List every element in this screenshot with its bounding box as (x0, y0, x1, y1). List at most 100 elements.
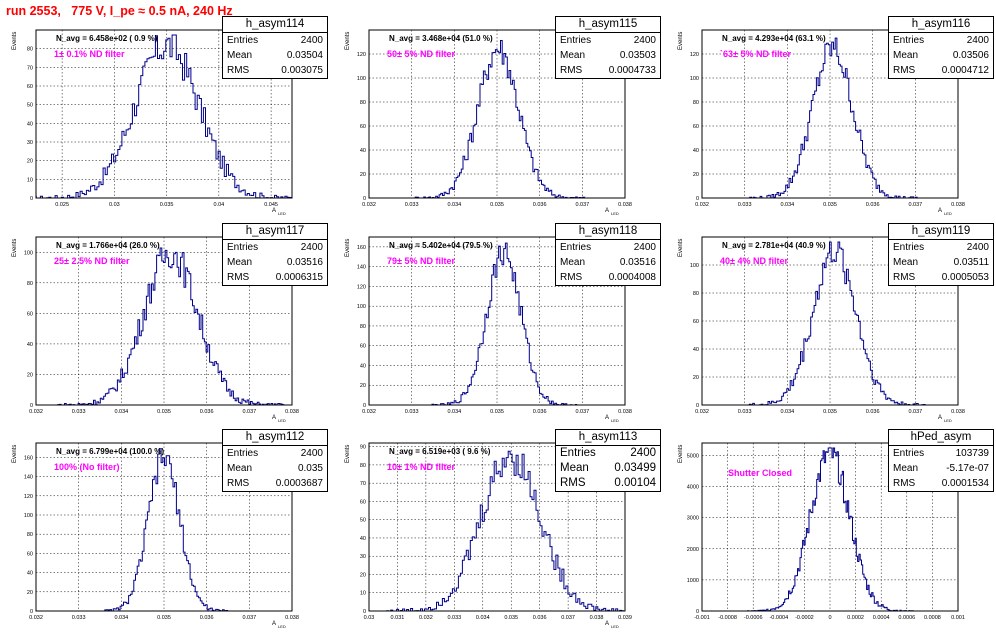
plot-frame (701, 236, 959, 406)
x-tick-label: 0.037 (561, 615, 575, 621)
x-tick-label: 0.001 (951, 615, 965, 621)
y-tick-label: 20 (693, 375, 699, 381)
histogram-pad-h_asym112: 0.032 0.033 0.034 0.035 0.036 0.037 0.038 0 20 40… (0, 428, 330, 633)
x-axis-label-sub: LED (278, 211, 286, 216)
stats-mean: Mean 0.03503 (556, 48, 660, 63)
stats-mean-label: Mean (560, 257, 586, 268)
stats-box: h_asym116 Entries 2400 Mean 0.03506 RMS 0.0004… (888, 16, 994, 79)
y-tick-label: 20 (27, 590, 33, 596)
stats-box: h_asym118 Entries 2400 Mean 0.03516 RMS 0.0004… (555, 223, 661, 286)
filter-label: Shutter Closed (728, 468, 793, 478)
x-tick-label: 0.031 (391, 615, 405, 621)
stats-rms-label: RMS (227, 272, 250, 283)
y-tick-label: 80 (360, 100, 366, 106)
y-tick-label: 5000 (687, 453, 699, 459)
stats-box: h_asym114 Entries 2400 Mean 0.03504 RMS 0.0030… (222, 16, 328, 79)
x-tick-label: 0.034 (447, 409, 461, 415)
x-tick-label: 0.033 (447, 615, 461, 621)
x-tick-label: 0.025 (55, 202, 69, 208)
x-axis-label-sub: LED (944, 418, 952, 423)
stats-box: h_asym119 Entries 2400 Mean 0.03511 RMS 0.0005… (888, 223, 994, 286)
x-axis-label-sub: LED (611, 418, 619, 423)
x-tick-label: 0.033 (405, 202, 419, 208)
stats-rms: RMS 0.0001534 (889, 476, 993, 491)
x-tick-label: 0.032 (362, 202, 376, 208)
x-tick-label: 0.035 (157, 615, 171, 621)
x-tick-label: 0.034 (476, 615, 490, 621)
y-axis-label: Events (345, 238, 351, 257)
stats-entries: Entries 2400 (889, 33, 993, 48)
y-axis-label: Events (345, 31, 351, 50)
stats-entries-value: 2400 (300, 448, 323, 459)
y-tick-label: 60 (360, 124, 366, 130)
y-tick-label: 0 (363, 196, 366, 202)
x-axis-label: A (272, 415, 277, 421)
x-tick-label: 0.036 (866, 202, 880, 208)
histogram-name: h_asym118 (556, 224, 660, 240)
x-tick-label: 0.036 (200, 615, 214, 621)
navg-label: N_avg = 6.799e+04 (100.0 %) (56, 447, 165, 456)
x-tick-label: 0.0002 (847, 615, 864, 621)
y-tick-label: 0 (30, 403, 33, 409)
x-tick-label: 0.038 (951, 409, 965, 415)
y-tick-label: 3000 (687, 516, 699, 522)
stats-mean-label: Mean (227, 257, 253, 268)
histogram-plot: 0.025 0.03 0.035 0.04 0.045 0 10 20 30 40 50 60 70 80 (27, 29, 293, 208)
x-tick-label: 0.038 (285, 409, 299, 415)
stats-mean-label: Mean (893, 463, 919, 474)
x-tick-label: 0.035 (160, 202, 174, 208)
stats-entries-value: 2400 (300, 242, 323, 253)
filter-label: 1± 0.1% ND filter (54, 49, 125, 59)
stats-mean-label: Mean (560, 50, 586, 61)
histogram-pad-h_asym116: 0.032 0.033 0.034 0.035 0.036 0.037 0.038 0 20 40… (666, 15, 996, 220)
stats-rms-label: RMS (893, 65, 916, 76)
stats-entries-label: Entries (893, 242, 925, 253)
y-tick-label: 50 (360, 518, 366, 524)
stats-entries-value: 2400 (630, 447, 656, 459)
x-tick-label: 0.034 (114, 615, 128, 621)
histogram-pad-h_asym118: 0.032 0.033 0.034 0.035 0.036 0.037 0.038 0 20 40… (333, 222, 663, 427)
x-tick-label: 0.035 (504, 615, 518, 621)
stats-entries-label: Entries (893, 448, 925, 459)
plot-frame (35, 236, 293, 406)
histogram-pad-h_asym115: 0.032 0.033 0.034 0.035 0.036 0.037 0.038 0 20 40… (333, 15, 663, 220)
stats-mean-value: 0.03516 (619, 257, 656, 268)
x-tick-label: 0.033 (72, 409, 86, 415)
y-tick-label: 20 (693, 172, 699, 178)
stats-entries-value: 2400 (633, 242, 656, 253)
x-tick-label: 0.035 (823, 202, 837, 208)
y-tick-label: 100 (357, 304, 366, 310)
y-tick-label: 100 (24, 250, 33, 256)
y-tick-label: 1000 (687, 578, 699, 584)
stats-box: h_asym112 Entries 2400 Mean 0.035 RMS 0.000368… (222, 429, 328, 492)
x-tick-label: 0.033 (405, 409, 419, 415)
x-tick-label: 0.033 (738, 409, 752, 415)
histogram-series (386, 450, 625, 612)
stats-entries-label: Entries (893, 35, 925, 46)
y-tick-label: 0 (696, 403, 699, 409)
stats-rms: RMS 0.0003687 (223, 476, 327, 491)
stats-box: hPed_asym Entries 103739 Mean -5.17e-07 RMS 0.… (888, 429, 994, 492)
histogram-name: h_asym112 (223, 430, 327, 446)
x-tick-label: 0.039 (618, 615, 632, 621)
stats-mean-value: 0.03511 (953, 257, 989, 268)
stats-rms-value: 0.00104 (614, 477, 656, 489)
x-tick-label: 0.034 (447, 202, 461, 208)
navg-label: N_avg = 2.781e+04 (40.9 %) (722, 241, 826, 250)
stats-entries: Entries 2400 (556, 33, 660, 48)
x-tick-label: -0.001 (694, 615, 710, 621)
stats-mean-value: 0.03506 (952, 50, 989, 61)
stats-mean-value: 0.03503 (619, 50, 656, 61)
y-tick-label: 10 (27, 177, 33, 183)
x-tick-label: 0.037 (575, 409, 589, 415)
x-tick-label: 0.034 (780, 409, 794, 415)
stats-rms-value: 0.0003687 (275, 478, 323, 489)
x-tick-label: 0.038 (951, 202, 965, 208)
filter-label: 50± 5% ND filter (387, 49, 455, 59)
x-tick-label: 0.032 (29, 615, 43, 621)
stats-entries: Entries 2400 (223, 446, 327, 461)
filter-label: 10± 1% ND filter (387, 462, 455, 472)
y-tick-label: 20 (27, 159, 33, 165)
y-tick-label: 0 (363, 609, 366, 615)
y-tick-label: 20 (360, 383, 366, 389)
